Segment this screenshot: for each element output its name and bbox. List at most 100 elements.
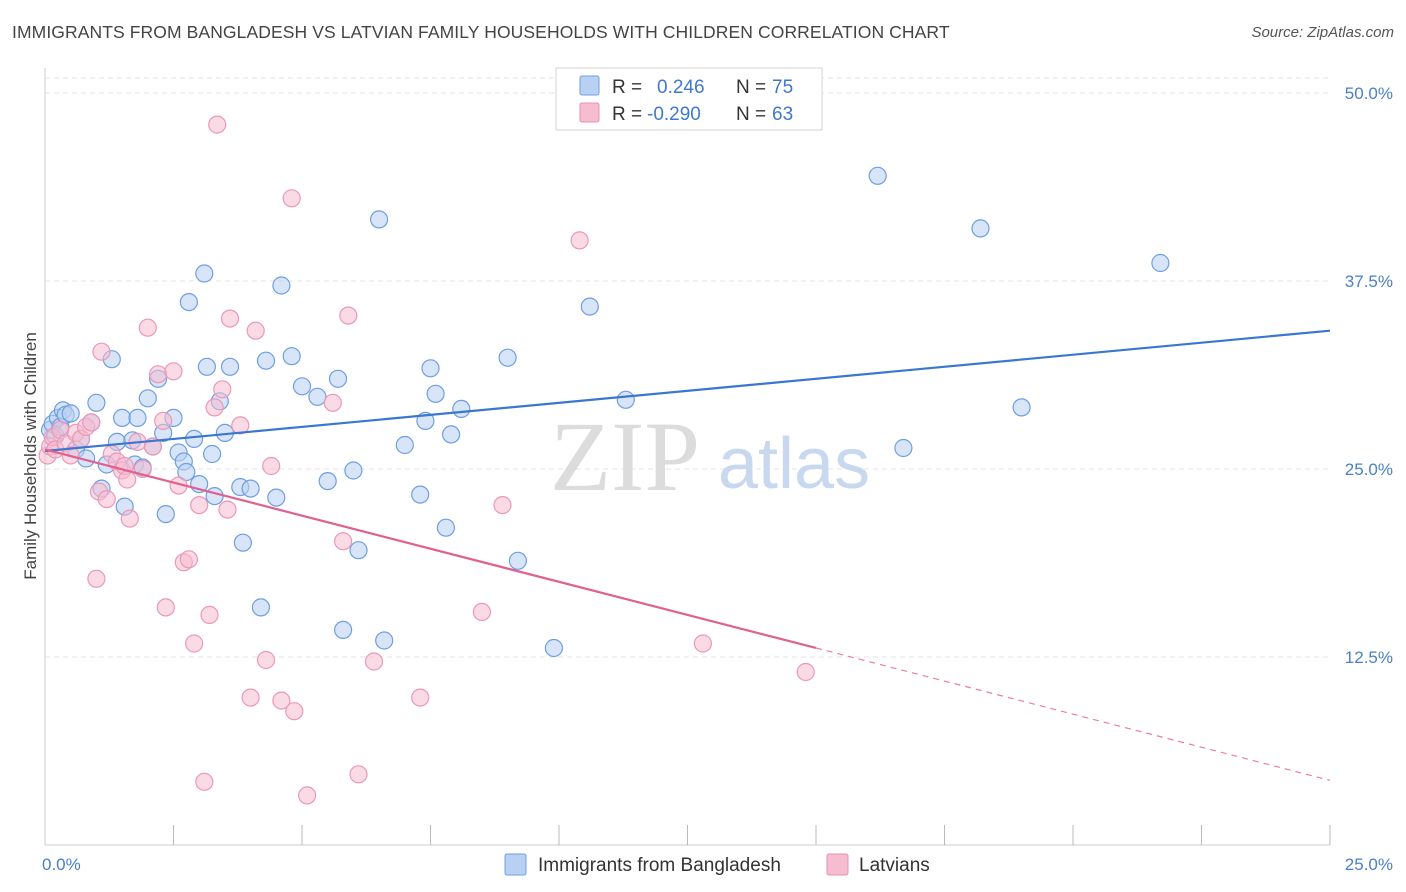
point-bangladesh [241, 479, 260, 498]
point-latvians [570, 231, 589, 250]
point-bangladesh [442, 425, 461, 444]
y-tick-label: 25.0% [1345, 460, 1393, 479]
point-bangladesh [251, 598, 270, 617]
stats-n-label-1: N = [736, 77, 766, 98]
point-bangladesh [452, 399, 471, 418]
point-latvians [154, 411, 173, 430]
point-latvians [213, 380, 232, 399]
x-tick-label: 0.0% [42, 855, 81, 874]
point-bangladesh [112, 408, 132, 427]
point-bangladesh [411, 485, 430, 504]
point-latvians [282, 189, 301, 208]
point-bangladesh [1151, 253, 1170, 273]
point-bangladesh [267, 488, 286, 507]
point-bangladesh [328, 369, 348, 388]
point-bangladesh [894, 438, 913, 458]
point-latvians [138, 318, 157, 337]
legend-swatch-latvians [826, 853, 849, 876]
point-latvians [185, 634, 204, 653]
y-tick-label: 12.5% [1345, 648, 1393, 667]
legend: Immigrants from Bangladesh Latvians [504, 853, 930, 876]
watermark-zip: ZIP [550, 401, 700, 512]
stats-swatch-pink [579, 102, 600, 123]
point-latvians [164, 362, 183, 381]
point-bangladesh [318, 472, 337, 491]
point-latvians [149, 365, 168, 384]
point-bangladesh [179, 293, 198, 312]
point-bangladesh [156, 504, 175, 524]
stats-r-label-1: R = [612, 77, 642, 98]
point-latvians [256, 650, 276, 670]
point-latvians [285, 702, 304, 721]
source-credit: Source: ZipAtlas.com [1251, 24, 1394, 41]
point-bangladesh [498, 348, 517, 367]
point-bangladesh [177, 462, 196, 482]
stats-r-value-2: -0.290 [647, 104, 701, 125]
point-latvians [218, 500, 237, 519]
trend-lines [44, 329, 1331, 781]
point-latvians [120, 509, 139, 528]
point-bangladesh [421, 359, 440, 378]
point-latvians [339, 306, 358, 325]
trend-line-bangladesh [44, 329, 1331, 453]
point-latvians [82, 413, 101, 432]
point-bangladesh [185, 429, 204, 448]
point-latvians [411, 688, 430, 707]
point-latvians [156, 598, 175, 617]
point-latvians [364, 652, 384, 671]
point-latvians [262, 456, 281, 476]
point-latvians [298, 786, 317, 805]
point-latvians [323, 393, 342, 412]
watermark: ZIP atlas [550, 401, 870, 512]
stats-n-value-1: 75 [772, 77, 793, 98]
watermark-atlas: atlas [718, 424, 870, 504]
legend-label-latvians: Latvians [859, 855, 930, 876]
point-latvians [231, 416, 250, 435]
stats-box: R = 0.246 N = 75 R = -0.290 N = 63 [555, 67, 823, 131]
point-latvians [118, 470, 137, 489]
point-latvians [349, 765, 368, 784]
point-latvians [195, 772, 214, 791]
point-latvians [493, 496, 512, 515]
point-bangladesh [334, 620, 353, 640]
point-bangladesh [205, 487, 224, 506]
point-latvians [693, 634, 713, 653]
point-bangladesh [197, 357, 216, 376]
point-bangladesh [1012, 398, 1031, 417]
point-bangladesh [256, 351, 276, 370]
stats-n-label-2: N = [736, 104, 766, 125]
stats-r-label-2: R = [612, 104, 642, 125]
point-bangladesh [195, 264, 214, 283]
point-bangladesh [344, 461, 363, 480]
point-bangladesh [544, 638, 564, 658]
point-latvians [97, 490, 116, 509]
point-bangladesh [971, 219, 990, 238]
point-latvians [472, 602, 491, 622]
point-bangladesh [282, 347, 301, 366]
point-bangladesh [308, 387, 327, 406]
point-latvians [246, 321, 265, 340]
point-bangladesh [370, 210, 389, 229]
point-latvians [272, 691, 291, 710]
x-tick-label: 25.0% [1345, 855, 1393, 874]
point-bangladesh [868, 166, 887, 185]
point-bangladesh [616, 390, 635, 409]
legend-swatch-bangladesh [504, 853, 527, 876]
trend-line-latvians [44, 448, 817, 650]
point-bangladesh [349, 541, 368, 560]
point-bangladesh [436, 518, 455, 537]
tick-labels: 12.5% 25.0% 37.5% 50.0% 0.0% 25.0% [42, 84, 1393, 874]
point-bangladesh [220, 357, 240, 376]
point-bangladesh [61, 404, 80, 423]
point-latvians [796, 662, 815, 682]
point-latvians [87, 569, 106, 588]
point-bangladesh [508, 551, 528, 570]
point-bangladesh [375, 631, 394, 650]
point-latvians [334, 532, 353, 551]
stats-swatch-blue [579, 75, 600, 96]
point-latvians [92, 342, 111, 361]
point-latvians [220, 309, 240, 328]
legend-label-bangladesh: Immigrants from Bangladesh [538, 855, 781, 876]
point-bangladesh [128, 408, 147, 427]
